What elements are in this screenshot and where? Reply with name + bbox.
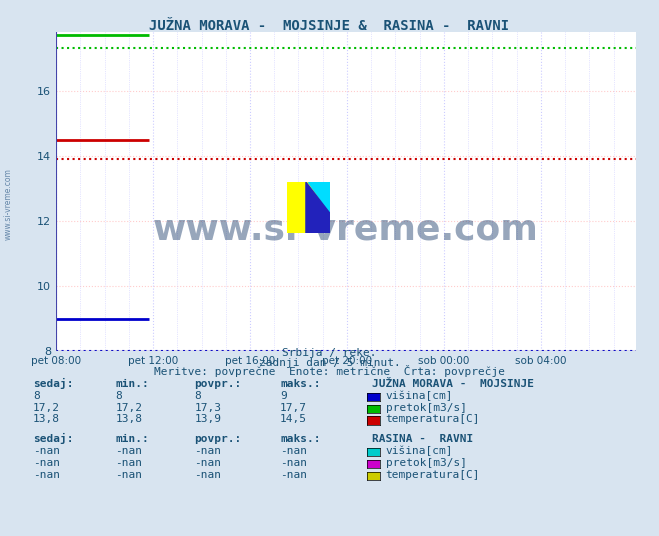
Text: 9: 9	[280, 391, 287, 401]
Text: višina[cm]: višina[cm]	[386, 390, 453, 401]
Text: 8: 8	[194, 391, 201, 401]
Text: 8: 8	[33, 391, 40, 401]
Text: -nan: -nan	[280, 470, 307, 480]
Text: povpr.:: povpr.:	[194, 434, 242, 444]
Text: 17,3: 17,3	[194, 403, 221, 413]
Text: 17,2: 17,2	[33, 403, 60, 413]
Text: povpr.:: povpr.:	[194, 379, 242, 389]
Text: RASINA -  RAVNI: RASINA - RAVNI	[372, 434, 474, 444]
Text: -nan: -nan	[280, 458, 307, 468]
Text: 13,9: 13,9	[194, 414, 221, 425]
Text: www.si-vreme.com: www.si-vreme.com	[3, 168, 13, 240]
Text: 17,7: 17,7	[280, 403, 307, 413]
Text: pretok[m3/s]: pretok[m3/s]	[386, 403, 467, 413]
Text: Meritve: povprečne  Enote: metrične  Črta: povprečje: Meritve: povprečne Enote: metrične Črta:…	[154, 364, 505, 377]
Text: -nan: -nan	[194, 446, 221, 456]
Text: min.:: min.:	[115, 379, 149, 389]
Text: www.si-vreme.com: www.si-vreme.com	[153, 213, 539, 247]
Polygon shape	[308, 182, 330, 213]
Polygon shape	[287, 182, 330, 233]
Text: 14,5: 14,5	[280, 414, 307, 425]
Text: -nan: -nan	[115, 446, 142, 456]
Text: 17,2: 17,2	[115, 403, 142, 413]
Text: -nan: -nan	[33, 446, 60, 456]
Text: -nan: -nan	[115, 458, 142, 468]
Text: sedaj:: sedaj:	[33, 378, 73, 389]
Text: maks.:: maks.:	[280, 379, 320, 389]
Text: višina[cm]: višina[cm]	[386, 445, 453, 456]
Text: -nan: -nan	[33, 470, 60, 480]
Text: pretok[m3/s]: pretok[m3/s]	[386, 458, 467, 468]
Text: -nan: -nan	[33, 458, 60, 468]
Text: sedaj:: sedaj:	[33, 433, 73, 444]
Text: -nan: -nan	[115, 470, 142, 480]
Text: -nan: -nan	[194, 470, 221, 480]
Text: zadnji dan / 5 minut.: zadnji dan / 5 minut.	[258, 358, 401, 368]
Text: temperatura[C]: temperatura[C]	[386, 414, 480, 425]
Text: JUŽNA MORAVA -  MOJSINJE: JUŽNA MORAVA - MOJSINJE	[372, 379, 534, 389]
Text: -nan: -nan	[280, 446, 307, 456]
Text: 13,8: 13,8	[33, 414, 60, 425]
Text: -nan: -nan	[194, 458, 221, 468]
Text: 8: 8	[115, 391, 122, 401]
Text: temperatura[C]: temperatura[C]	[386, 470, 480, 480]
Text: Srbija / reke.: Srbija / reke.	[282, 348, 377, 359]
Text: min.:: min.:	[115, 434, 149, 444]
Polygon shape	[306, 182, 330, 233]
Text: maks.:: maks.:	[280, 434, 320, 444]
Text: JUŽNA MORAVA -  MOJSINJE &  RASINA -  RAVNI: JUŽNA MORAVA - MOJSINJE & RASINA - RAVNI	[150, 19, 509, 33]
Text: 13,8: 13,8	[115, 414, 142, 425]
